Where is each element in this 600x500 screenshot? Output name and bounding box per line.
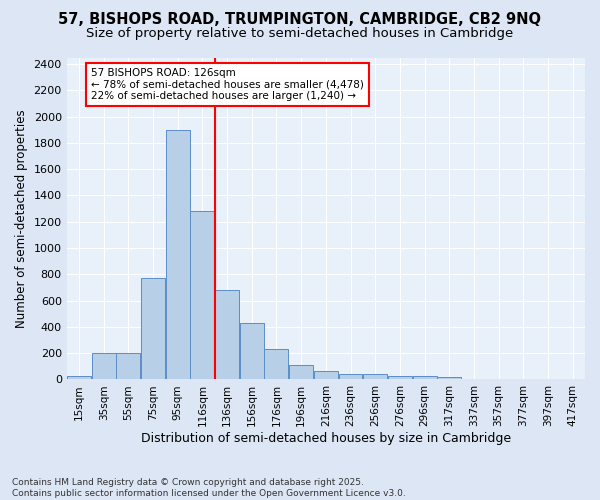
Bar: [314, 371, 338, 380]
Bar: [215, 290, 239, 380]
Text: Contains HM Land Registry data © Crown copyright and database right 2025.
Contai: Contains HM Land Registry data © Crown c…: [12, 478, 406, 498]
Bar: [338, 374, 362, 380]
Bar: [388, 376, 412, 380]
X-axis label: Distribution of semi-detached houses by size in Cambridge: Distribution of semi-detached houses by …: [141, 432, 511, 445]
Bar: [116, 353, 140, 380]
Bar: [363, 374, 387, 380]
Bar: [413, 376, 437, 380]
Bar: [92, 353, 116, 380]
Bar: [289, 365, 313, 380]
Bar: [141, 278, 165, 380]
Bar: [437, 377, 461, 380]
Bar: [190, 212, 214, 380]
Text: 57, BISHOPS ROAD, TRUMPINGTON, CAMBRIDGE, CB2 9NQ: 57, BISHOPS ROAD, TRUMPINGTON, CAMBRIDGE…: [59, 12, 542, 28]
Bar: [240, 323, 264, 380]
Text: 57 BISHOPS ROAD: 126sqm
← 78% of semi-detached houses are smaller (4,478)
22% of: 57 BISHOPS ROAD: 126sqm ← 78% of semi-de…: [91, 68, 364, 101]
Text: Size of property relative to semi-detached houses in Cambridge: Size of property relative to semi-detach…: [86, 28, 514, 40]
Bar: [166, 130, 190, 380]
Y-axis label: Number of semi-detached properties: Number of semi-detached properties: [15, 109, 28, 328]
Bar: [265, 349, 289, 380]
Bar: [67, 376, 91, 380]
